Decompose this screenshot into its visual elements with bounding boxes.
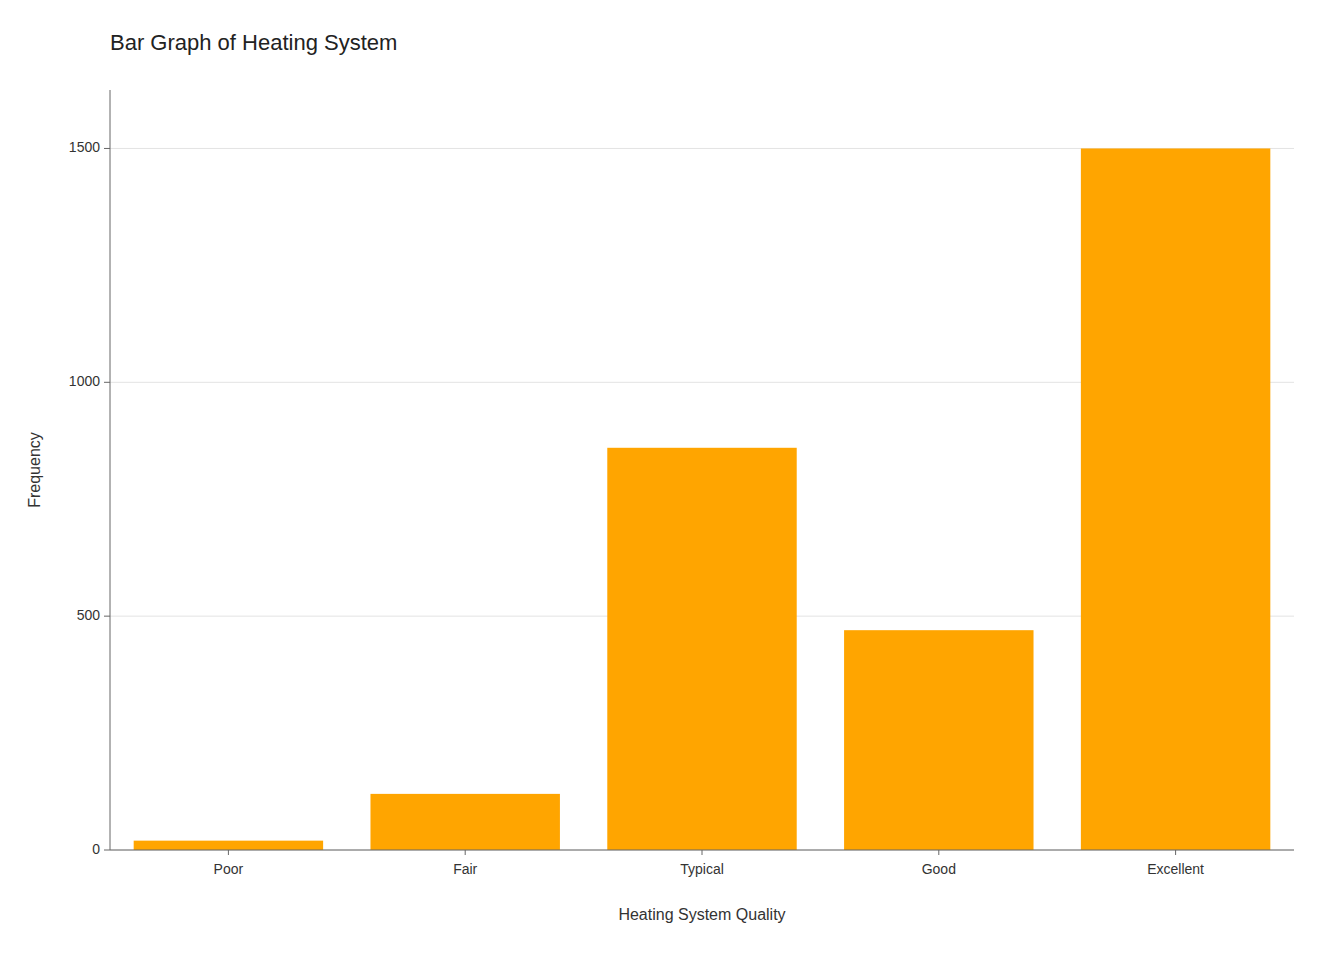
y-tick-label: 1000 bbox=[69, 373, 100, 389]
y-axis: 0 500 1000 1500 bbox=[69, 90, 1294, 857]
y-axis-label: Frequency bbox=[26, 432, 43, 508]
y-tick bbox=[104, 382, 110, 383]
x-tick bbox=[702, 850, 703, 855]
y-tick-label: 500 bbox=[77, 607, 101, 623]
x-tick bbox=[228, 850, 229, 855]
chart-container: 0 500 1000 1500 Poor Fair Typical Good Excellent… bbox=[0, 0, 1344, 960]
x-tick-label: Poor bbox=[214, 861, 244, 877]
x-axis-label: Heating System Quality bbox=[618, 906, 785, 923]
y-axis-line bbox=[110, 90, 111, 850]
bars bbox=[134, 148, 1271, 850]
x-tick-label: Excellent bbox=[1147, 861, 1204, 877]
chart-svg: 0 500 1000 1500 Poor Fair Typical Good Excellent… bbox=[0, 0, 1344, 960]
x-tick bbox=[938, 850, 939, 855]
bar bbox=[844, 630, 1033, 850]
x-tick-label: Typical bbox=[680, 861, 724, 877]
y-tick-label: 0 bbox=[92, 841, 100, 857]
y-tick bbox=[104, 850, 110, 851]
bar bbox=[370, 794, 559, 850]
bar bbox=[1081, 148, 1270, 850]
page: {"chart_data": {"type": "bar", "title": … bbox=[0, 0, 1344, 960]
bar bbox=[607, 448, 796, 850]
y-tick bbox=[104, 616, 110, 617]
bar bbox=[134, 841, 323, 850]
x-tick-label: Good bbox=[922, 861, 956, 877]
x-tick bbox=[465, 850, 466, 855]
x-tick-label: Fair bbox=[453, 861, 477, 877]
x-tick bbox=[1175, 850, 1176, 855]
y-tick bbox=[104, 148, 110, 149]
x-axis: Poor Fair Typical Good Excellent bbox=[110, 850, 1294, 877]
y-tick-label: 1500 bbox=[69, 139, 100, 155]
title: Bar Graph of Heating System bbox=[110, 30, 397, 55]
